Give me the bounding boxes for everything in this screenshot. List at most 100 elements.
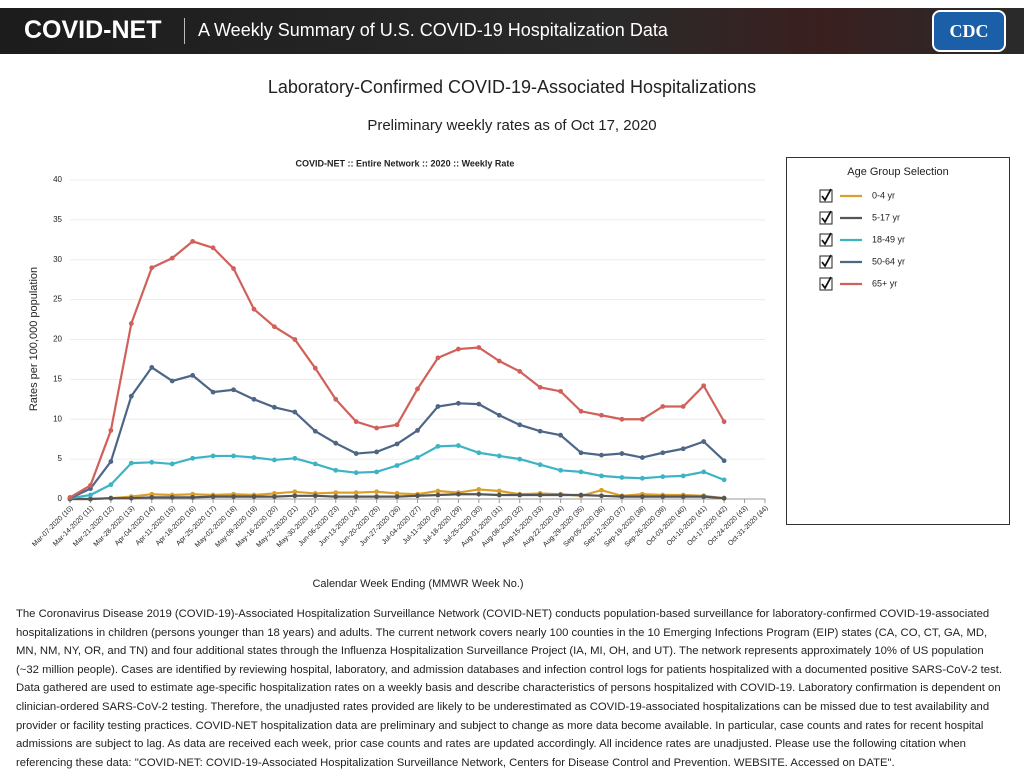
data-point <box>639 475 645 481</box>
data-point <box>721 458 727 464</box>
data-point <box>333 467 339 473</box>
data-point <box>231 453 236 459</box>
data-point <box>680 473 686 479</box>
data-point <box>578 408 584 414</box>
data-point <box>128 460 134 466</box>
y-tick-label: 40 <box>53 175 62 184</box>
data-point <box>660 474 666 480</box>
data-point <box>394 422 400 428</box>
data-point <box>701 494 707 500</box>
legend-box <box>786 157 1010 525</box>
data-point <box>210 453 216 459</box>
legend-checkbox[interactable] <box>819 254 833 269</box>
data-point <box>517 492 523 498</box>
y-tick-label: 20 <box>53 335 62 344</box>
chart-title: COVID-NET :: Entire Network :: 2020 :: W… <box>296 158 515 168</box>
y-tick-label: 0 <box>58 494 63 503</box>
data-point <box>721 477 727 483</box>
data-point <box>292 489 298 495</box>
data-point <box>374 449 380 455</box>
y-axis-label: Rates per 100,000 population <box>28 267 40 411</box>
data-point <box>455 443 461 448</box>
data-point <box>353 470 359 476</box>
data-point <box>353 419 359 425</box>
data-point <box>272 324 277 330</box>
data-point <box>476 450 482 456</box>
legend-checkbox[interactable] <box>819 276 833 291</box>
data-point <box>599 412 604 418</box>
y-tick-label: 15 <box>53 374 62 383</box>
data-point <box>660 450 666 456</box>
data-point <box>374 489 380 495</box>
data-point <box>149 265 155 271</box>
data-point <box>496 488 502 494</box>
data-point <box>476 345 482 350</box>
data-point <box>496 453 502 459</box>
legend-checkbox[interactable] <box>819 232 833 247</box>
cdc-logo[interactable]: CDC <box>932 10 1006 52</box>
data-point <box>476 491 482 497</box>
data-point <box>394 494 400 500</box>
checkmark[interactable] <box>821 276 832 290</box>
description: The Coronavirus Disease 2019 (COVID-19)-… <box>16 608 1002 769</box>
data-point <box>660 494 666 500</box>
data-point <box>312 461 318 467</box>
checkmark[interactable] <box>821 210 832 224</box>
data-point <box>496 358 502 364</box>
data-point <box>169 378 175 384</box>
data-point <box>292 493 298 499</box>
data-point <box>558 432 563 438</box>
data-point <box>599 473 604 479</box>
data-point <box>128 495 134 501</box>
data-point <box>435 404 441 409</box>
legend-label[interactable]: 0-4 yr <box>872 190 895 200</box>
data-point <box>455 491 461 497</box>
data-point <box>231 494 236 500</box>
page-subtitle: Preliminary weekly rates as of Oct 17, 2… <box>367 117 656 134</box>
data-point <box>210 389 216 395</box>
data-point <box>108 482 114 488</box>
checkmark[interactable] <box>821 254 832 268</box>
data-point <box>374 494 380 500</box>
data-point <box>537 462 543 468</box>
data-point <box>190 495 196 500</box>
data-point <box>251 455 257 460</box>
y-tick-label: 25 <box>53 295 62 304</box>
legend-title: Age Group Selection <box>847 166 949 178</box>
legend-label[interactable]: 18-49 yr <box>872 234 905 244</box>
data-point <box>394 463 400 468</box>
data-point <box>558 492 563 498</box>
data-point <box>292 409 298 415</box>
data-point <box>639 455 645 460</box>
brand: COVID-NET <box>24 16 162 44</box>
data-point <box>619 451 625 456</box>
data-point <box>108 459 114 464</box>
data-point <box>333 490 339 496</box>
legend-label[interactable]: 50-64 yr <box>872 256 905 266</box>
data-point <box>210 245 216 251</box>
data-point <box>435 443 441 449</box>
checkmark[interactable] <box>821 188 832 202</box>
data-point <box>701 383 707 389</box>
data-point <box>292 455 298 461</box>
data-point <box>272 494 277 500</box>
data-point <box>701 469 707 475</box>
data-point <box>599 493 604 499</box>
legend-label[interactable]: 5-17 yr <box>872 212 900 222</box>
data-point <box>517 456 523 462</box>
data-point <box>272 457 277 463</box>
data-point <box>680 494 686 500</box>
data-point <box>88 483 93 488</box>
data-point <box>353 490 359 496</box>
legend-checkbox[interactable] <box>819 188 833 203</box>
data-point <box>231 387 236 393</box>
data-point <box>88 496 93 502</box>
data-point <box>374 469 380 475</box>
data-point <box>353 451 359 456</box>
legend-checkbox[interactable] <box>819 210 833 225</box>
data-point <box>721 495 727 501</box>
checkmark[interactable] <box>821 232 832 246</box>
legend-label[interactable]: 65+ yr <box>872 278 897 288</box>
data-point <box>415 428 420 433</box>
